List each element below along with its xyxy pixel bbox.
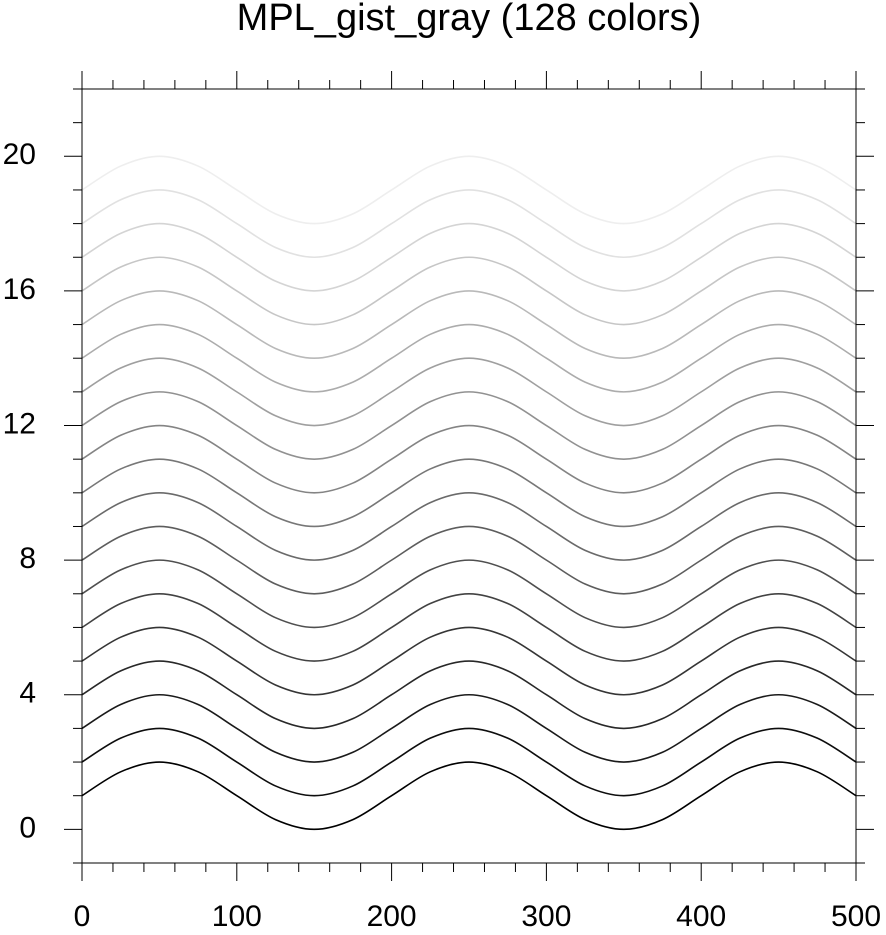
line <box>81 660 857 730</box>
line <box>81 492 857 561</box>
y-tick-label: 16 <box>3 273 36 306</box>
line <box>81 357 857 427</box>
line <box>81 626 857 696</box>
line <box>81 189 857 259</box>
y-tick-label: 4 <box>19 677 36 710</box>
line <box>81 559 857 629</box>
line <box>81 222 857 292</box>
line <box>81 525 857 595</box>
line <box>81 727 857 797</box>
y-tick-label: 0 <box>19 811 36 844</box>
line <box>81 592 857 662</box>
line <box>81 256 857 326</box>
y-tick-label: 8 <box>19 542 36 575</box>
x-tick-label: 0 <box>74 900 91 933</box>
plot-frame <box>81 88 857 864</box>
y-tick-label: 12 <box>3 407 36 440</box>
chart-title: MPL_gist_gray (128 colors) <box>237 0 702 39</box>
x-tick-label: 500 <box>831 900 881 933</box>
x-tick-label: 300 <box>521 900 571 933</box>
line <box>81 693 857 763</box>
line <box>81 458 857 528</box>
line <box>81 391 857 460</box>
line <box>81 323 857 393</box>
x-tick-label: 200 <box>367 900 417 933</box>
x-tick-label: 100 <box>212 900 262 933</box>
y-tick-label: 20 <box>3 138 36 171</box>
x-tick-label: 400 <box>676 900 726 933</box>
line <box>81 290 857 360</box>
line <box>81 155 857 225</box>
line <box>81 761 857 831</box>
line <box>81 424 857 494</box>
